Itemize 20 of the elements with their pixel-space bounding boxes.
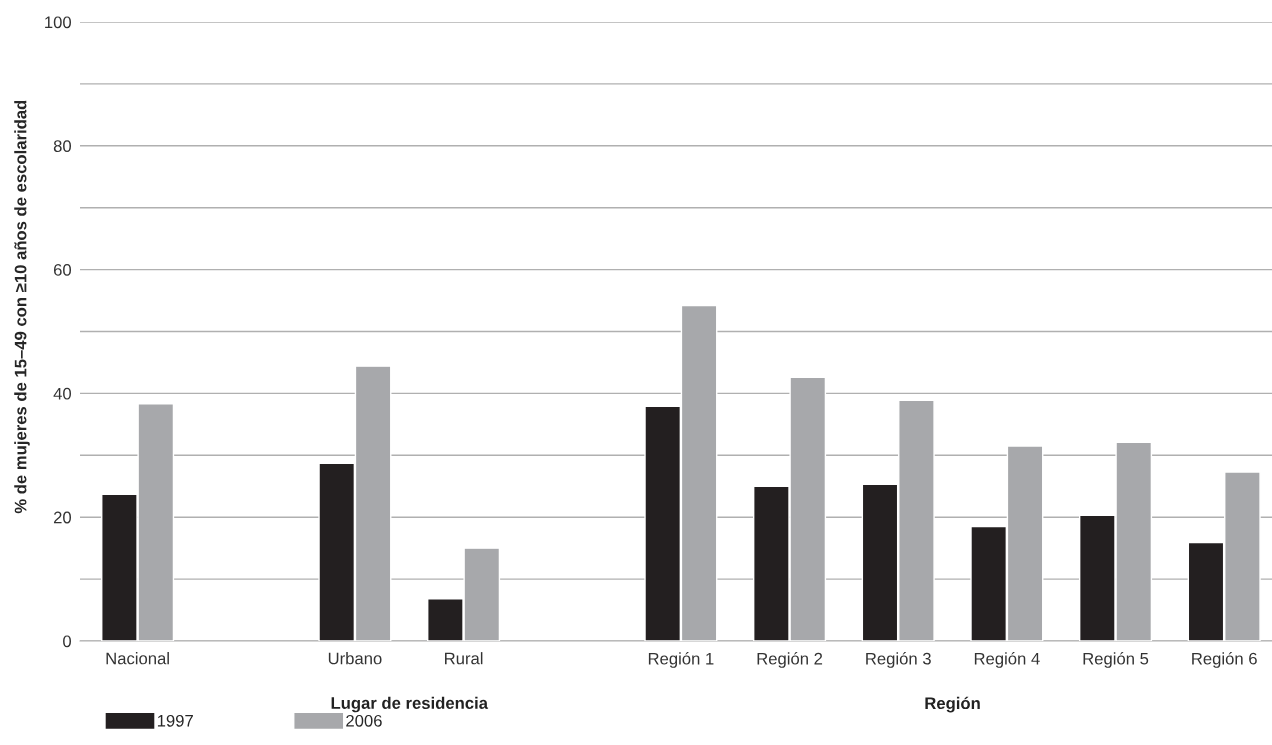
- x-tick-label: Urbano: [328, 652, 382, 665]
- x-tick-label: Región 2: [757, 652, 823, 668]
- x-tick-label: Región 6: [1192, 652, 1257, 668]
- x-tick-label: Rural: [445, 652, 483, 665]
- y-tick-label: 20: [53, 511, 72, 524]
- x-tick-label: Nacional: [106, 652, 169, 665]
- y-tick-label: 0: [63, 635, 72, 648]
- text: Lugar de residencia: [331, 696, 489, 713]
- x-tick-label: Región 5: [1083, 652, 1149, 668]
- legend-label: 1997: [157, 714, 193, 727]
- y-tick-label: 100: [45, 16, 72, 29]
- y-tick-label: 40: [53, 387, 72, 400]
- x-tick-label: Región 4: [974, 652, 1040, 668]
- y-axis-title: % de mujeres de 15–49 con ≥10 años de escolaridad: [14, 100, 30, 514]
- x-tick-label: Región 3: [866, 652, 931, 668]
- legend-label: 2006: [346, 714, 382, 727]
- x-tick-label: Región 1: [648, 652, 714, 668]
- y-tick-label: 80: [53, 140, 72, 152]
- y-tick-label: 60: [53, 264, 72, 276]
- text: Región: [925, 696, 980, 713]
